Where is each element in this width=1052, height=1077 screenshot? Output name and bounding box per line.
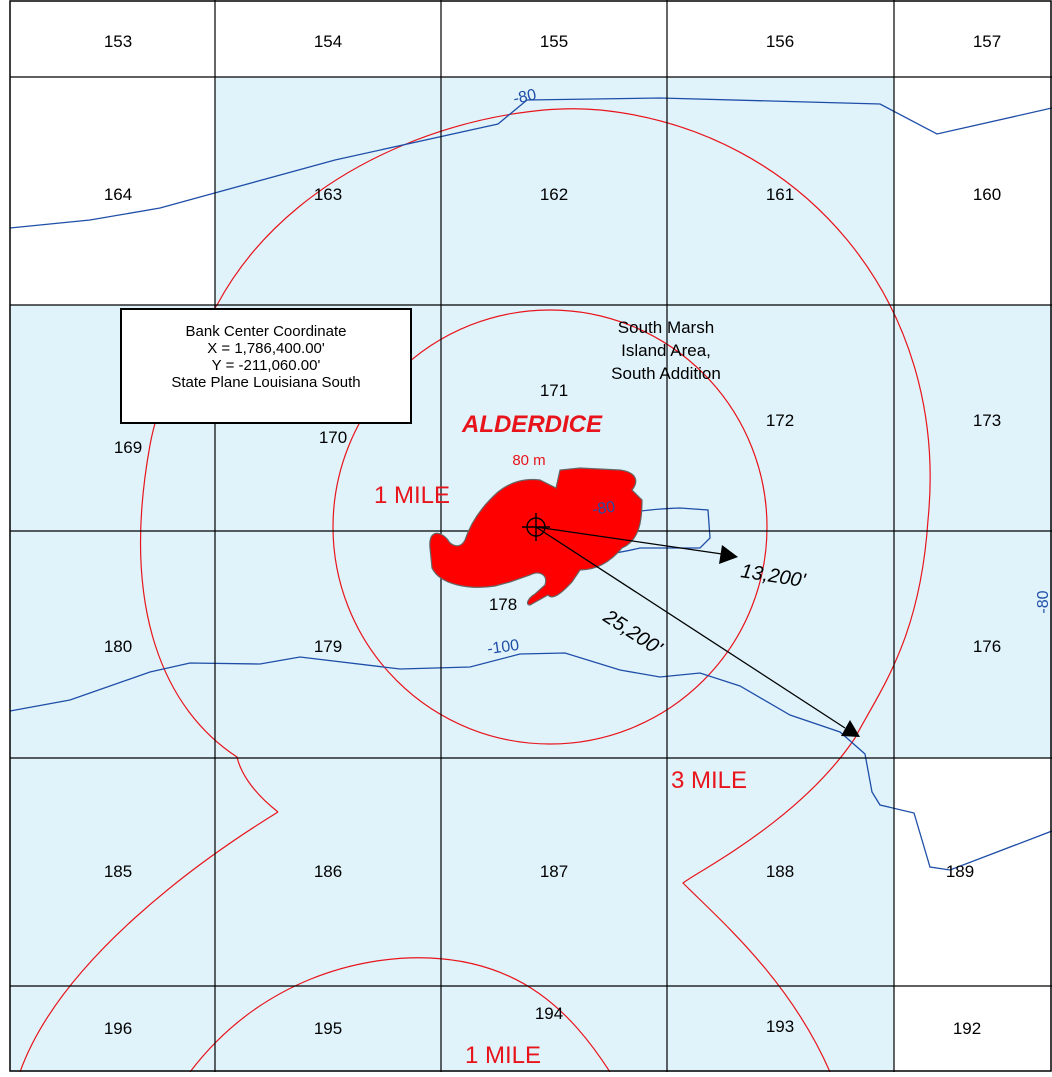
block-number: 160 xyxy=(973,185,1001,204)
area-label-line: South Addition xyxy=(611,364,721,383)
arrow-13200-line xyxy=(535,526,723,555)
block-number: 173 xyxy=(973,411,1001,430)
one-mile-ring xyxy=(332,309,768,745)
info-box-title: Bank Center Coordinate xyxy=(185,323,347,340)
block-number: 169 xyxy=(114,438,142,457)
distance-arrows xyxy=(535,526,860,737)
block-number: 153 xyxy=(104,32,132,51)
block-number: 172 xyxy=(766,411,794,430)
block-number: 180 xyxy=(104,637,132,656)
block-numbers: 153 154 155 156 157 164 163 162 161 160 … xyxy=(104,32,1001,1038)
contour-label-center: -80 xyxy=(591,499,616,519)
block-number: 176 xyxy=(973,637,1001,656)
block-number: 189 xyxy=(946,862,974,881)
block-number: 154 xyxy=(314,32,342,51)
arrow-13200-head xyxy=(719,545,738,564)
lease-fill-upper xyxy=(215,77,894,305)
block-number: 188 xyxy=(766,862,794,881)
lease-grid xyxy=(9,0,1052,1072)
one-mile-label: 1 MILE xyxy=(374,482,450,509)
contour-top xyxy=(9,97,1052,229)
block-number: 156 xyxy=(766,32,794,51)
area-label: South Marsh Island Area, South Addition xyxy=(611,318,721,383)
three-mile-label: 3 MILE xyxy=(671,767,747,794)
block-number: 186 xyxy=(314,862,342,881)
block-number: 163 xyxy=(314,185,342,204)
info-box-x-coordinate: X = 1,786,400.00' xyxy=(207,340,325,357)
area-label-line: South Marsh xyxy=(618,318,714,337)
block-number: 179 xyxy=(314,637,342,656)
info-box-projection: State Plane Louisiana South xyxy=(171,374,361,391)
area-label-line: Island Area, xyxy=(621,341,711,360)
contour-bottom xyxy=(9,652,1052,871)
block-number: 185 xyxy=(104,862,132,881)
block-number: 193 xyxy=(766,1017,794,1036)
one-mile-lower-label: 1 MILE xyxy=(465,1042,541,1069)
block-number: 178 xyxy=(489,595,517,614)
one-mile-ring-lower xyxy=(189,957,611,1073)
arrow-25200-head xyxy=(841,720,860,737)
block-number: 164 xyxy=(104,185,132,204)
contour-label-top: -80 xyxy=(512,86,538,107)
block-number: 161 xyxy=(766,185,794,204)
block-number: 170 xyxy=(319,428,347,447)
info-box-y-coordinate: Y = -211,060.00' xyxy=(211,357,321,374)
block-number: 192 xyxy=(953,1019,981,1038)
map-border xyxy=(9,0,1052,1072)
bank-center-info-box: Bank Center Coordinate X = 1,786,400.00'… xyxy=(120,308,412,424)
block-number: 187 xyxy=(540,862,568,881)
block-number: 155 xyxy=(540,32,568,51)
block-number: 196 xyxy=(104,1019,132,1038)
bank-depth: 80 m xyxy=(512,452,545,469)
arrow-25200-line xyxy=(535,526,846,729)
lease-area xyxy=(10,77,1052,1072)
block-number: 157 xyxy=(973,32,1001,51)
contour-label-bottom: -100 xyxy=(486,637,520,658)
block-number: 194 xyxy=(535,1004,563,1023)
lease-fill-main xyxy=(10,305,894,1072)
block-number: 171 xyxy=(540,381,568,400)
bank-name: ALDERDICE xyxy=(461,411,603,438)
block-number: 162 xyxy=(540,185,568,204)
contour-label-right: -80 xyxy=(1035,590,1052,613)
block-number: 195 xyxy=(314,1019,342,1038)
